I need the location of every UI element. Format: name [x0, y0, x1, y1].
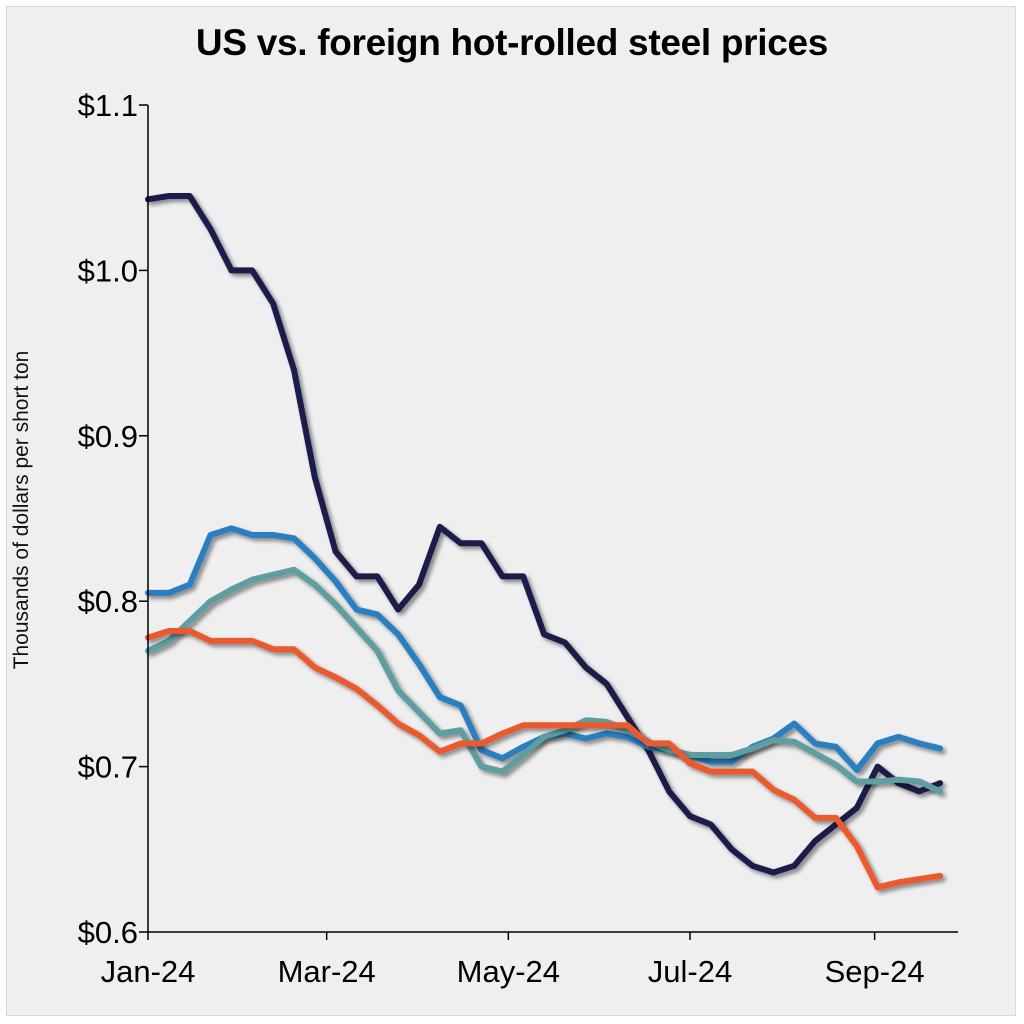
y-tick-label: $0.7 [78, 750, 138, 785]
y-tick-label: $0.9 [78, 419, 138, 454]
y-tick-label: $0.6 [78, 915, 138, 950]
series-line-3 [145, 566, 944, 795]
x-tick-label: Jan-24 [101, 954, 196, 989]
series-line-1 [145, 193, 944, 876]
x-tick-label: Jul-24 [648, 954, 732, 989]
x-tick-label: Sep-24 [825, 954, 925, 989]
chart-background [6, 6, 1016, 1016]
y-tick-label: $1.0 [78, 253, 138, 288]
y-tick-label: $0.8 [78, 584, 138, 619]
series-line-4 [145, 628, 944, 891]
chart-title: US vs. foreign hot-rolled steel prices [195, 22, 829, 63]
y-tick-label: $1.1 [78, 88, 138, 123]
x-tick-label: Mar-24 [278, 954, 376, 989]
x-tick-label: May-24 [457, 954, 560, 989]
